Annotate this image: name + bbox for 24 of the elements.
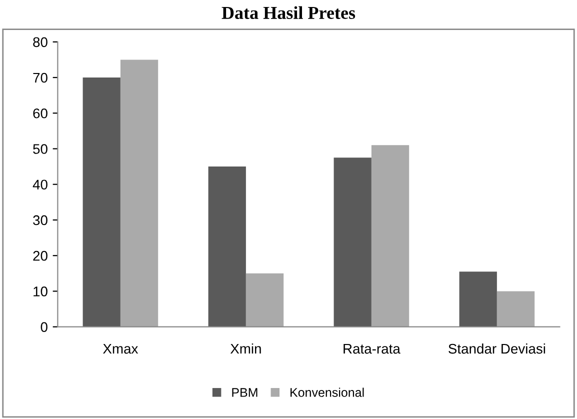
y-tick-label: 50 — [33, 144, 48, 154]
x-tick-label: Standar Deviasi — [448, 343, 546, 354]
chart-title: Data Hasil Pretes — [222, 6, 356, 19]
bar — [496, 291, 535, 327]
bar — [120, 60, 158, 327]
bar — [334, 158, 372, 327]
y-tick-label: 70 — [33, 72, 48, 83]
bar — [371, 145, 410, 327]
bar — [459, 272, 497, 327]
x-tick-label: Xmin — [230, 343, 261, 354]
y-tick-label: 20 — [33, 250, 48, 261]
bar — [82, 78, 120, 327]
x-tick-label: Rata-rata — [344, 344, 400, 354]
y-tick-label: 40 — [32, 180, 48, 190]
x-tick-label: Xmax — [103, 344, 138, 354]
y-tick-label: 80 — [33, 37, 48, 48]
bar — [208, 166, 246, 327]
y-tick-label: 60 — [33, 108, 48, 118]
bar — [246, 273, 284, 327]
y-tick-label: 0 — [40, 322, 48, 332]
y-tick-label: 10 — [34, 286, 48, 296]
legend-label: PBM — [232, 388, 258, 397]
legend-label: Konvensional — [290, 388, 364, 397]
y-tick-label: 30 — [33, 215, 48, 226]
